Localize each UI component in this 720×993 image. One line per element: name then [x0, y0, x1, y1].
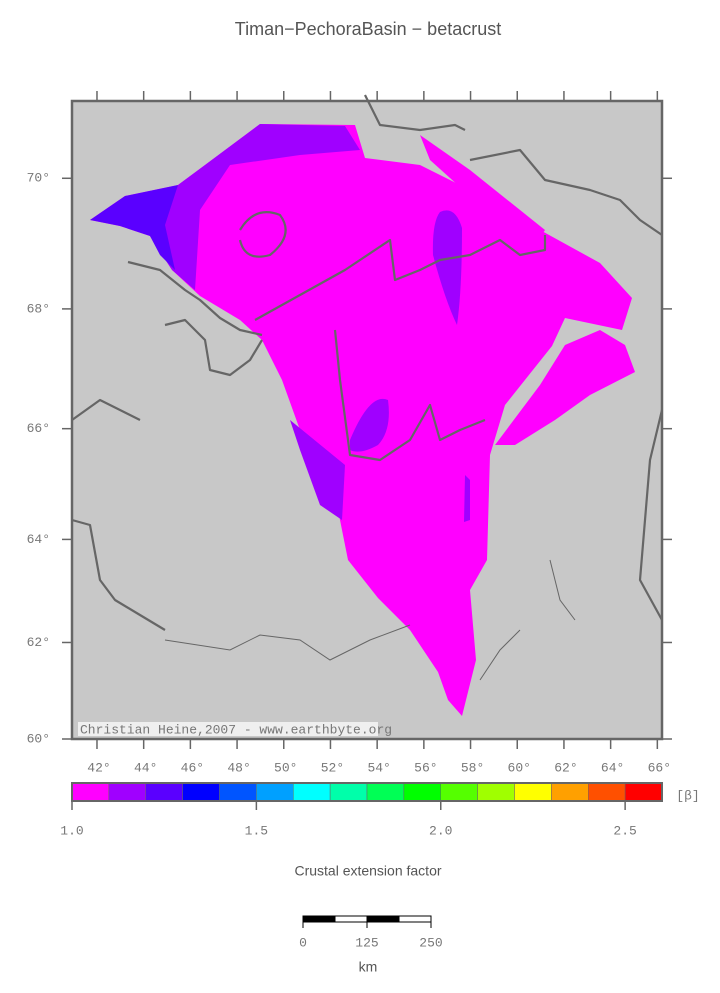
colorbar-tick-label: 1.5: [245, 823, 268, 838]
lon-label: 58°: [461, 760, 484, 775]
lat-label: 66°: [27, 421, 50, 436]
colorbar-swatch: [145, 782, 183, 802]
scale-tick-label: 0: [299, 935, 307, 950]
lon-label: 60°: [508, 760, 531, 775]
scale-tick-label: 125: [355, 935, 378, 950]
colorbar-swatch: [71, 782, 110, 802]
colorbar-swatch: [551, 782, 589, 802]
scale-segment: [366, 915, 400, 923]
colorbar-swatch: [219, 782, 257, 802]
lat-label: 62°: [27, 635, 50, 650]
colorbar-swatch: [514, 782, 552, 802]
lon-label: 66°: [648, 760, 671, 775]
credit-box: [78, 722, 378, 736]
scale-unit: km: [359, 959, 378, 975]
colorbar-swatch: [440, 782, 478, 802]
lat-label: 64°: [27, 532, 50, 547]
colorbar-swatch: [293, 782, 331, 802]
lon-label: 52°: [321, 760, 344, 775]
lat-label: 60°: [27, 731, 50, 746]
colorbar-swatch: [624, 782, 663, 802]
colorbar-tick-label: 2.0: [429, 823, 452, 838]
map-title: Timan−PechoraBasin − betacrust: [235, 19, 501, 39]
map-frame: [70, 99, 664, 741]
colorbar-tick-label: 2.5: [613, 823, 636, 838]
lon-label: 46°: [181, 760, 204, 775]
lon-label: 54°: [367, 760, 390, 775]
lon-label: 50°: [274, 760, 297, 775]
colorbar-tick-label: 1.0: [60, 823, 83, 838]
scale-segment: [302, 915, 336, 923]
scale-segment: [398, 915, 432, 923]
colorbar-swatch: [403, 782, 441, 802]
lon-label: 44°: [134, 760, 157, 775]
coastlines: [71, 94, 664, 681]
colorbar-label: Crustal extension factor: [294, 863, 441, 879]
scale-tick-label: 250: [419, 935, 442, 950]
colorbar-unit: [β]: [676, 788, 699, 803]
colorbar: [71, 782, 663, 802]
credit: Christian Heine,2007 - www.earthbyte.org: [80, 722, 392, 737]
lon-label: 48°: [227, 760, 250, 775]
colorbar-swatch: [366, 782, 405, 802]
lat-label: 70°: [27, 171, 50, 186]
colorbar-swatch: [477, 782, 515, 802]
lon-label: 42°: [87, 760, 110, 775]
colorbar-swatch: [588, 782, 626, 802]
lat-label: 68°: [27, 301, 50, 316]
lon-label: 62°: [554, 760, 577, 775]
colorbar-swatch: [256, 782, 294, 802]
colorbar-frame: [71, 782, 663, 802]
colorbar-swatch: [329, 782, 368, 802]
colorbar-swatch: [182, 782, 220, 802]
scale-segment: [334, 915, 368, 923]
lon-label: 64°: [601, 760, 624, 775]
lon-label: 56°: [414, 760, 437, 775]
colorbar-swatch: [108, 782, 146, 802]
basin-region: [90, 124, 635, 716]
